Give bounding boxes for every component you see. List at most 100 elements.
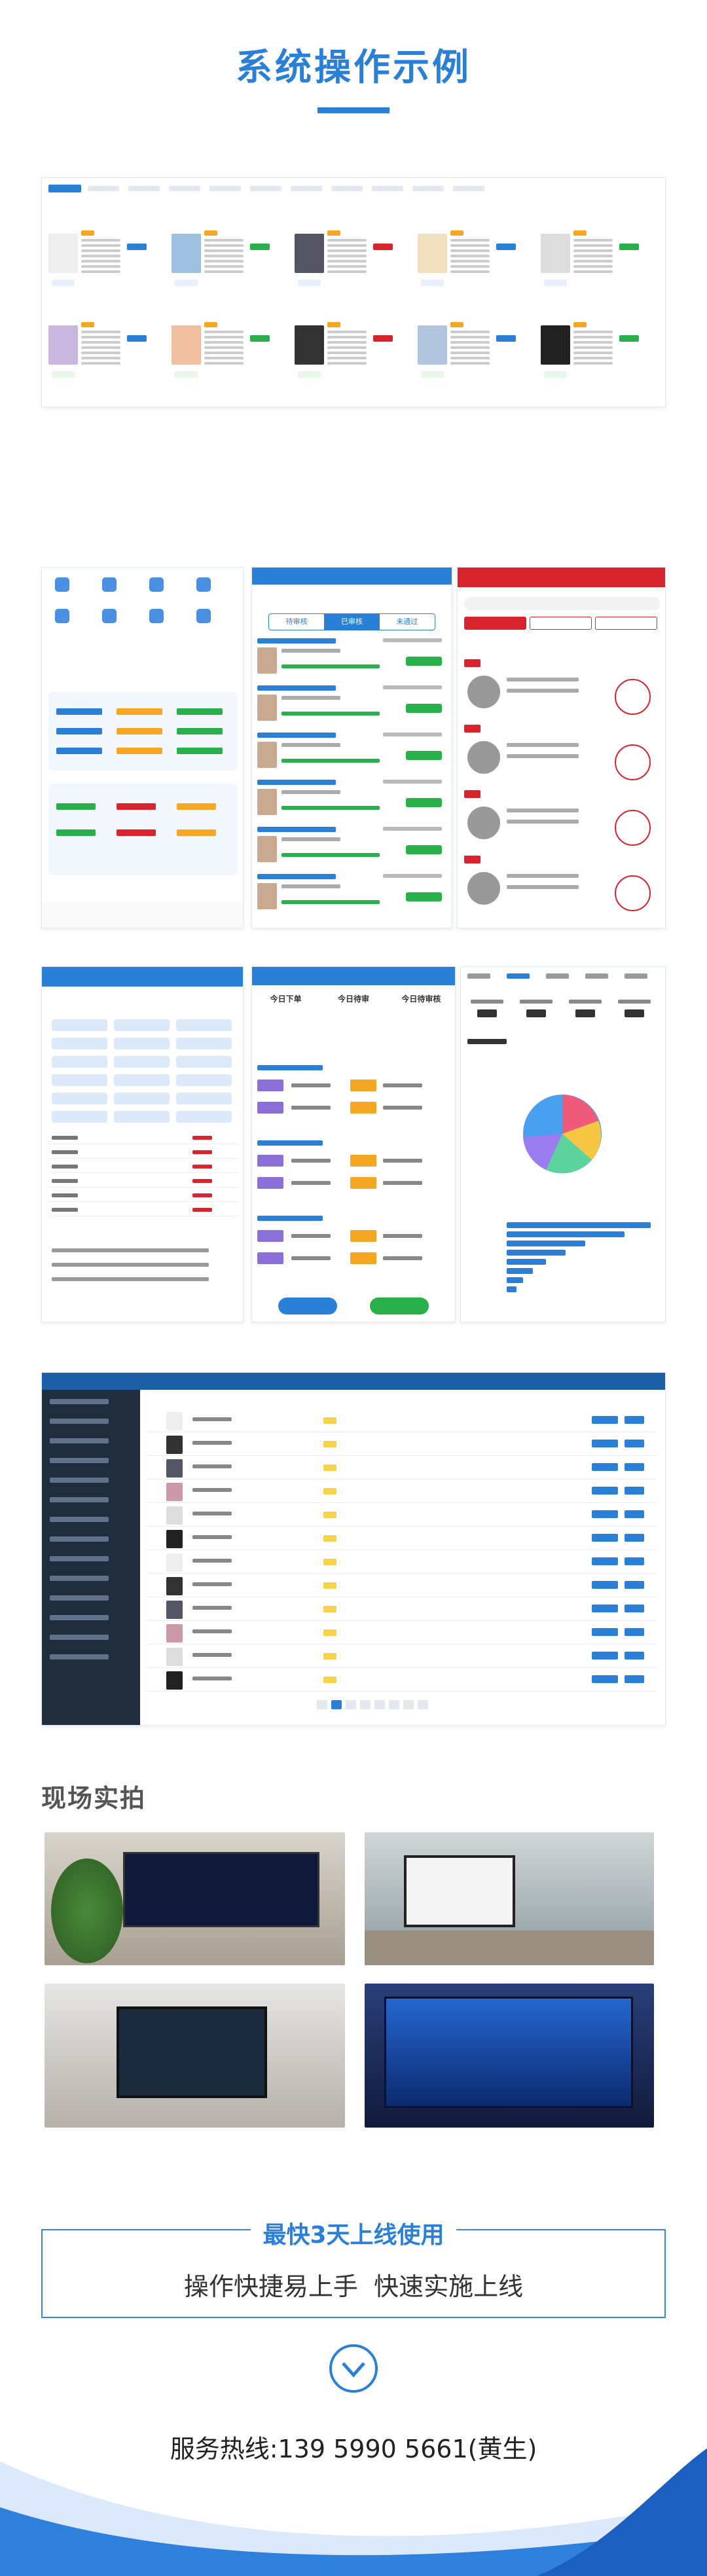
product-image (48, 325, 78, 365)
ui-block (50, 1595, 109, 1601)
tag (127, 244, 147, 250)
ui-block (56, 748, 102, 754)
ui-block (383, 685, 442, 689)
ui-block (471, 1000, 503, 1004)
ui-block (48, 185, 81, 192)
ui-block (81, 341, 120, 344)
tag (350, 1177, 376, 1189)
button (406, 845, 442, 854)
ui-block (291, 1159, 331, 1163)
ui-block (323, 1441, 336, 1447)
button (592, 1416, 618, 1424)
bar-illustration (507, 1277, 523, 1283)
ui-block (450, 230, 463, 236)
ui-block (81, 260, 120, 263)
ui-block (192, 1582, 232, 1586)
ui-block (147, 1526, 657, 1527)
ui-block (323, 1606, 336, 1612)
ui-block (50, 1615, 109, 1620)
cta-subtitle: 操作快捷易上手 快速实施上线 (183, 2272, 524, 2301)
ui-block (372, 186, 403, 191)
ui-block (192, 1417, 232, 1421)
hotline: 服务热线:139 5990 5661(黄生) (170, 2435, 537, 2463)
ui-block (147, 1502, 657, 1503)
ui-block (323, 1488, 336, 1495)
ui-block (81, 249, 120, 252)
page-button (346, 1700, 356, 1709)
product-image (166, 1577, 183, 1595)
product-image (467, 807, 500, 839)
tab[interactable]: 已审核 (324, 614, 380, 630)
ui-block (323, 1677, 336, 1683)
button (625, 1628, 644, 1636)
cell (176, 1038, 232, 1049)
stamp (615, 810, 651, 846)
ui-block (507, 973, 530, 979)
ui-block (291, 186, 322, 191)
ui-block (204, 341, 244, 344)
tab (530, 617, 592, 630)
product-image (257, 647, 277, 674)
ui-block (327, 336, 367, 338)
ui-block (450, 249, 490, 252)
photo (365, 1832, 654, 1965)
cell (114, 1038, 170, 1049)
icon (102, 577, 117, 592)
page-button (317, 1700, 327, 1709)
product-image (295, 325, 324, 365)
button (625, 1534, 644, 1542)
ui-block (573, 336, 613, 338)
ui-block (50, 1399, 109, 1404)
page-button (331, 1700, 342, 1709)
ui-block (323, 1512, 336, 1518)
page-button (418, 1700, 428, 1709)
ui-block (281, 649, 340, 653)
button (592, 1605, 618, 1612)
ui-block (327, 249, 367, 252)
tag (298, 371, 321, 378)
tag (127, 335, 147, 342)
ui-block (147, 1455, 657, 1456)
ui-block (281, 712, 380, 716)
button (370, 1297, 429, 1315)
tag (619, 244, 639, 250)
ui-block (50, 1635, 109, 1640)
tag (350, 1230, 376, 1242)
tab[interactable]: 待审核 (285, 617, 308, 626)
ui-block (573, 230, 587, 236)
tag (52, 280, 75, 286)
tab[interactable]: 未通过 (396, 617, 418, 626)
ui-block (50, 1458, 109, 1463)
ui-block (327, 239, 367, 242)
button (625, 1652, 644, 1660)
ui-block (383, 1159, 422, 1163)
stat-label: 今日下单 (270, 994, 302, 1004)
tag (52, 371, 75, 378)
ui-block (48, 1158, 238, 1159)
ui-block (573, 249, 613, 252)
ui-block (573, 260, 613, 263)
mobile-board-screenshot (41, 966, 244, 1322)
product-image (172, 234, 201, 273)
product-image (166, 1459, 183, 1478)
ui-block (56, 829, 96, 836)
button (592, 1652, 618, 1660)
button (278, 1297, 337, 1315)
ui-block (50, 1536, 109, 1542)
ui-block (383, 780, 442, 784)
ui-block (204, 255, 244, 257)
ui-block (323, 1535, 336, 1542)
mobile-warehouse-screenshot (457, 567, 666, 928)
ui-block (327, 357, 367, 359)
ui-block (204, 260, 244, 263)
product-image (166, 1553, 183, 1572)
product-image (166, 1648, 183, 1666)
product-image (166, 1506, 183, 1525)
mobile-order-screenshot: 待审核 已审核 未通过 (251, 567, 452, 928)
ui-block (177, 829, 216, 836)
button (406, 657, 442, 666)
ui-block (204, 336, 244, 338)
ui-block (291, 1083, 331, 1087)
ui-block (281, 759, 380, 763)
